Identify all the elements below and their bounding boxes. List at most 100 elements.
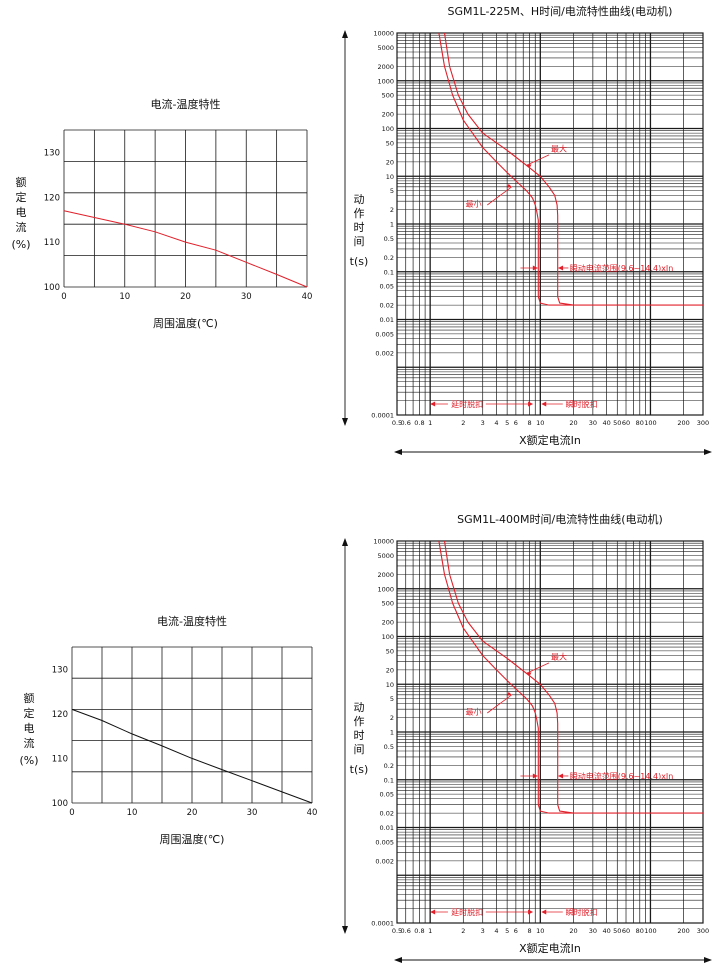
annotation-delay: 延时脱扣 xyxy=(451,907,483,917)
y-tick-label: 100 xyxy=(382,633,394,641)
y-tick-label: 0.0001 xyxy=(371,920,394,928)
x-tick-label: 1 xyxy=(428,927,432,935)
y-tick-label: 0.01 xyxy=(380,824,394,832)
x-tick-label: 8 xyxy=(528,927,532,935)
grid xyxy=(396,540,704,924)
y-tick-label: 0.005 xyxy=(375,330,394,338)
y-tick-label: 0.2 xyxy=(384,762,394,770)
x-tick-label: 30 xyxy=(589,419,597,427)
y-axis-label-char: 动 xyxy=(354,193,365,206)
grid xyxy=(396,32,704,416)
y-tick-label: 0.0001 xyxy=(371,412,394,420)
x-tick-label: 2 xyxy=(461,419,465,427)
y-tick-label: 20 xyxy=(386,158,394,166)
x-axis-label: 周围温度(℃) xyxy=(153,316,218,330)
y-tick-label: 110 xyxy=(44,238,60,248)
y-tick-label: 10000 xyxy=(373,538,394,546)
annotation-instant: 瞬时脱扣 xyxy=(566,907,598,917)
annotation-max: 最大 xyxy=(551,651,567,661)
x-tick-label: 40 xyxy=(602,419,610,427)
x-tick-label: 200 xyxy=(677,927,689,935)
y-tick-label: 0.1 xyxy=(384,268,394,276)
x-tick-label: 0.8 xyxy=(414,927,424,935)
arrow-head xyxy=(430,909,436,915)
x-tick-label: 20 xyxy=(187,808,198,818)
y-axis-unit: (%) xyxy=(19,754,38,767)
annotation-pointer xyxy=(487,694,512,714)
y-tick-label: 130 xyxy=(44,148,60,158)
chart-title: SGM1L-225M、H时间/电流特性曲线(电动机) xyxy=(448,4,673,18)
y-tick-label: 5 xyxy=(390,187,394,195)
series-line-0 xyxy=(63,210,308,288)
y-tick-label: 1000 xyxy=(377,585,394,593)
temp-chart-0: 电流-温度特性 0 10 20 30 40 100 110 120 130 周围温度(℃) 额定电流 (… xyxy=(11,97,312,330)
x-tick-label: 40 xyxy=(307,808,318,818)
x-tick-label: 60 xyxy=(622,927,630,935)
y-axis-unit: t(s) xyxy=(350,763,369,776)
y-tick-label: 110 xyxy=(52,754,68,764)
annotation-delay: 延时脱扣 xyxy=(451,399,483,409)
arrow-head xyxy=(558,773,564,779)
y-axis-label-char: 作 xyxy=(354,207,365,220)
y-axis-label-char: 间 xyxy=(354,235,365,248)
grid xyxy=(63,129,308,288)
y-tick-label: 0.01 xyxy=(380,316,394,324)
y-tick-label: 50 xyxy=(386,647,394,655)
x-tick-label: 10 xyxy=(119,292,130,302)
x-tick-label: 6 xyxy=(514,927,518,935)
x-tick-label: 10 xyxy=(536,419,544,427)
y-tick-label: 0.05 xyxy=(380,791,394,799)
y-tick-label: 100 xyxy=(382,125,394,133)
y-tick-label: 120 xyxy=(44,193,60,203)
y-tick-label: 20 xyxy=(386,666,394,674)
y-tick-label: 500 xyxy=(382,600,394,608)
y-tick-label: 10000 xyxy=(373,30,394,38)
series-line-0 xyxy=(71,708,313,804)
arrow-head xyxy=(532,773,538,779)
y-tick-label: 0.002 xyxy=(375,349,394,357)
annotation-min: 最小 xyxy=(466,200,482,209)
x-tick-label: 30 xyxy=(247,808,258,818)
y-tick-label: 0.2 xyxy=(384,254,394,262)
y-tick-label: 10 xyxy=(386,173,394,181)
arrow-head xyxy=(342,926,348,934)
arrow-head xyxy=(506,691,512,696)
x-tick-label: 40 xyxy=(302,292,313,302)
y-tick-label: 50 xyxy=(386,139,394,147)
x-tick-label: 5 xyxy=(505,927,509,935)
x-tick-label: 1 xyxy=(428,419,432,427)
x-tick-label: 5 xyxy=(505,419,509,427)
x-tick-label: 0 xyxy=(61,292,66,302)
x-tick-label: 4 xyxy=(494,927,498,935)
y-axis-label-char: 定 xyxy=(16,190,27,204)
x-tick-label: 4 xyxy=(494,419,498,427)
y-tick-label: 1 xyxy=(390,729,394,737)
x-tick-label: 0.5 xyxy=(392,419,402,427)
grid xyxy=(71,646,313,804)
x-axis-label: X额定电流In xyxy=(519,941,581,955)
arrow-head xyxy=(526,672,532,677)
arrow-head xyxy=(704,449,712,455)
arrow-head xyxy=(342,30,348,38)
y-tick-label: 200 xyxy=(382,111,394,119)
x-tick-label: 50 xyxy=(613,419,621,427)
y-tick-label: 2000 xyxy=(377,571,394,579)
y-tick-label: 0.02 xyxy=(380,302,394,310)
y-tick-label: 0.1 xyxy=(384,776,394,784)
y-axis-unit: t(s) xyxy=(350,255,369,268)
arrow-head xyxy=(526,164,532,169)
x-tick-label: 20 xyxy=(569,927,577,935)
x-tick-label: 20 xyxy=(180,292,191,302)
arrow-head xyxy=(558,265,564,271)
x-tick-label: 20 xyxy=(569,419,577,427)
y-tick-label: 2000 xyxy=(377,63,394,71)
x-tick-label: 6 xyxy=(514,419,518,427)
y-tick-label: 200 xyxy=(382,619,394,627)
x-tick-label: 0 xyxy=(69,808,74,818)
arrow-head xyxy=(394,957,402,963)
time-current-chart-1: SGM1L-225M、H时间/电流特性曲线(电动机)0.50.6 0.8 1 2 3 4 5… xyxy=(342,4,712,455)
y-axis-unit: (%) xyxy=(11,238,30,251)
y-tick-label: 5 xyxy=(390,695,394,703)
x-tick-label: 0.6 xyxy=(401,419,411,427)
